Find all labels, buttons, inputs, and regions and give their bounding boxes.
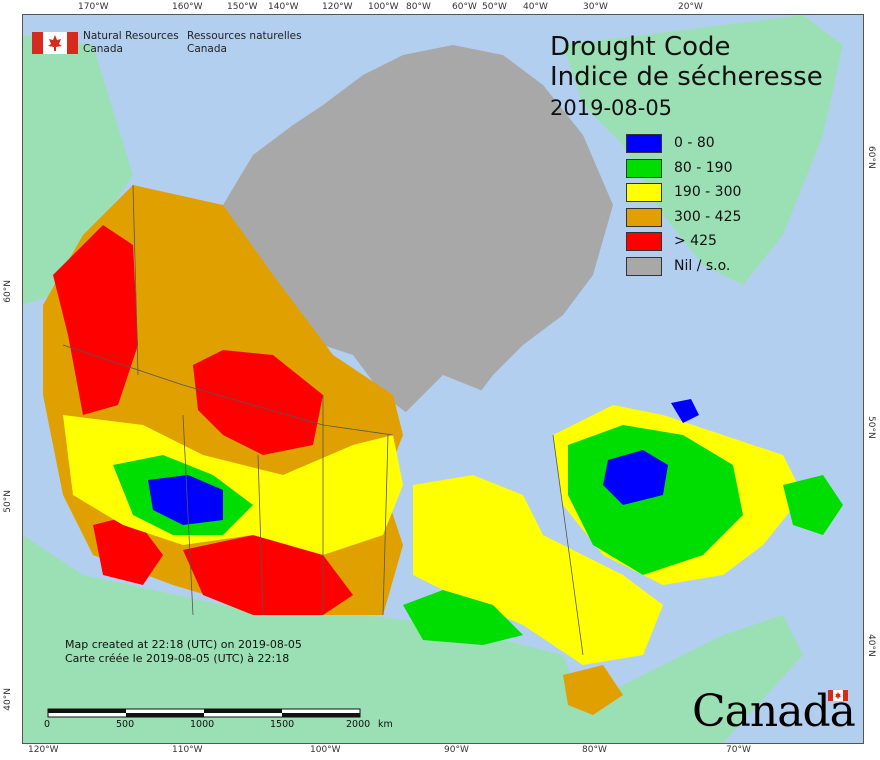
graticule-top-label: 140°W — [268, 2, 299, 12]
map-credits: Map created at 22:18 (UTC) on 2019-08-05… — [65, 638, 302, 666]
graticule-top-label: 40°W — [523, 2, 548, 12]
title-french: Indice de sécheresse — [550, 62, 823, 92]
graticule-top-label: 100°W — [368, 2, 399, 12]
scale-tick-label: 1500 — [270, 719, 295, 730]
legend-swatch — [626, 256, 662, 276]
graticule-bottom-label: 100°W — [310, 745, 341, 755]
credit-line-en: Map created at 22:18 (UTC) on 2019-08-05 — [65, 638, 302, 651]
great-lakes-dry-zone — [563, 665, 623, 715]
newfoundland-wet-zone — [783, 475, 843, 535]
map-title: Drought Code Indice de sécheresse 2019-0… — [550, 32, 823, 122]
agency-name-en: Natural Resources Canada — [83, 30, 179, 56]
alberta-sask-border — [257, 454, 264, 616]
graticule-top-label: 150°W — [227, 2, 258, 12]
legend-label: > 425 — [674, 233, 717, 249]
scale-bar: 0 500 1000 1500 2000 km — [44, 706, 393, 732]
graticule-top-label: 160°W — [172, 2, 203, 12]
prairie-dry-zone — [183, 535, 353, 615]
north-60-parallel — [62, 344, 394, 436]
graticule-top-label: 20°W — [678, 2, 703, 12]
bc-alberta-border — [182, 414, 194, 616]
graticule-bottom-label: 90°W — [444, 745, 469, 755]
quebec-very-wet-zone — [603, 450, 668, 505]
title-english: Drought Code — [550, 32, 731, 62]
legend-swatch — [626, 183, 662, 202]
map-date: 2019-08-05 — [550, 96, 673, 120]
agency-fr-line1: Ressources naturelles — [187, 30, 302, 42]
agency-en-line2: Canada — [83, 43, 123, 55]
labrador-very-wet-zone — [671, 399, 699, 423]
agency-name-fr: Ressources naturelles Canada — [187, 30, 302, 56]
usa-landmass — [23, 535, 803, 743]
legend-label: 190 - 300 — [674, 184, 742, 200]
graticule-right-label: 50°N — [866, 416, 876, 439]
scale-tick-label: 1000 — [190, 719, 215, 730]
wordmark-flag-icon — [828, 690, 848, 701]
ontario-wet-zone — [403, 590, 523, 645]
graticule-bottom-label: 110°W — [172, 745, 203, 755]
graticule-left-label: 40°N — [3, 688, 13, 711]
scale-unit: km — [378, 719, 393, 730]
graticule-left-label: 60°N — [3, 280, 13, 303]
agency-fr-line2: Canada — [187, 43, 227, 55]
legend-swatch — [626, 232, 662, 251]
manitoba-ontario-border — [382, 434, 389, 616]
graticule-top-label: 60°W — [452, 2, 477, 12]
graticule-top-label: 120°W — [322, 2, 353, 12]
legend-label: 0 - 80 — [674, 135, 715, 151]
legend-swatch — [626, 207, 662, 227]
graticule-top-label: 50°W — [482, 2, 507, 12]
scale-bar-graphic — [47, 708, 361, 718]
legend-swatch — [626, 158, 662, 178]
map-svg — [23, 15, 843, 743]
alaska-landmass — [23, 35, 133, 305]
yukon-bc-border — [132, 184, 139, 376]
graticule-left-label: 50°N — [3, 490, 13, 513]
greenland-landmass — [563, 15, 843, 285]
nwt-dry-zone — [193, 350, 323, 455]
scale-tick-label: 500 — [116, 719, 135, 730]
graticule-right-label: 40°N — [866, 634, 876, 657]
graticule-bottom-label: 70°W — [726, 745, 751, 755]
provincial-borders — [62, 184, 584, 656]
alberta-very-wet-zone — [148, 475, 223, 525]
ontario-yellow-band — [413, 475, 663, 665]
arctic-archipelago-no-data — [223, 45, 613, 425]
graticule-right-label: 60°N — [866, 146, 876, 169]
scale-tick-label: 2000 — [346, 719, 371, 730]
graticule-top-label: 170°W — [78, 2, 109, 12]
ontario-quebec-border — [552, 434, 584, 656]
legend-label: Nil / s.o. — [674, 257, 731, 274]
scale-tick-label: 0 — [44, 719, 51, 730]
graticule-bottom-label: 120°W — [28, 745, 59, 755]
legend-label: 300 - 425 — [674, 208, 742, 225]
graticule-bottom-label: 80°W — [582, 745, 607, 755]
graticule-top-label: 80°W — [406, 2, 431, 12]
agency-en-line1: Natural Resources — [83, 30, 179, 42]
graticule-top-label: 30°W — [583, 2, 608, 12]
credit-line-fr: Carte créée le 2019-08-05 (UTC) à 22:18 — [65, 652, 290, 665]
hudson-bay — [403, 375, 503, 495]
legend-swatch — [626, 134, 662, 153]
legend-label: 80 - 190 — [674, 159, 733, 176]
map-canvas[interactable] — [22, 14, 864, 744]
canada-flag-icon — [32, 32, 78, 54]
yukon-dry-zone — [53, 225, 138, 415]
